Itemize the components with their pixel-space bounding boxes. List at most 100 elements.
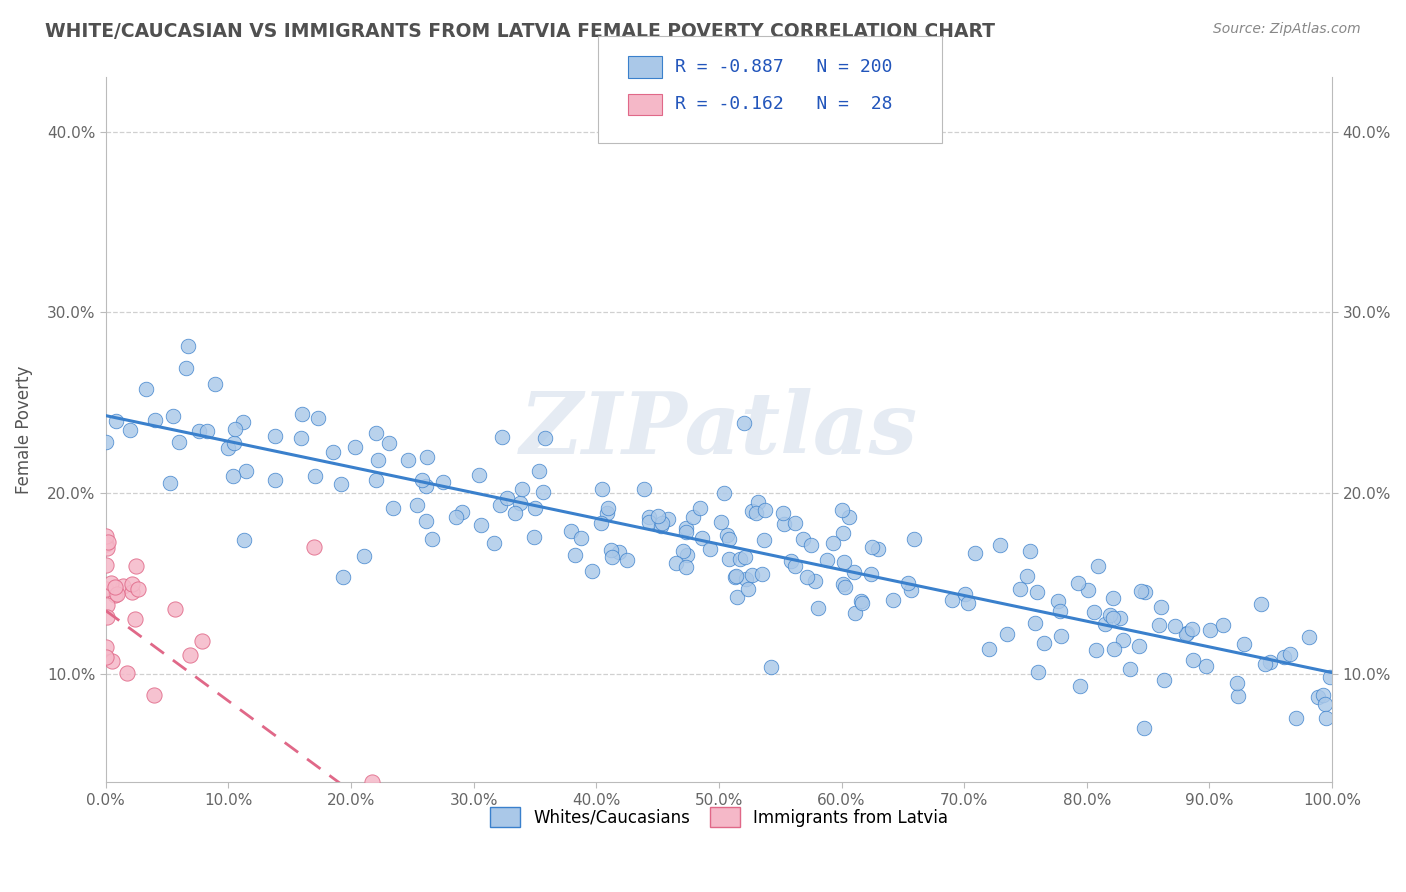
Point (1067, 576, 1090, 591)
Legend: Whites/Caucasians, Immigrants from Latvia: Whites/Caucasians, Immigrants from Latvi… (484, 800, 955, 834)
Point (96, 598, 118, 612)
Point (135, 382, 157, 396)
Point (831, 502, 853, 516)
Point (717, 532, 740, 546)
Point (591, 516, 613, 530)
Point (420, 533, 443, 547)
Point (741, 504, 763, 518)
Point (1149, 618, 1171, 632)
Point (121, 577, 143, 591)
Point (1272, 649, 1295, 664)
Point (1026, 585, 1049, 599)
Point (849, 593, 872, 607)
Y-axis label: Female Poverty: Female Poverty (15, 366, 32, 494)
Point (162, 409, 184, 423)
Point (725, 590, 748, 604)
Point (1109, 611, 1132, 625)
Point (1083, 605, 1105, 619)
Point (1254, 657, 1277, 672)
Point (637, 516, 659, 530)
Point (235, 464, 257, 478)
Point (290, 431, 312, 445)
Point (1199, 623, 1222, 637)
Point (676, 549, 699, 563)
Point (581, 564, 603, 578)
Point (411, 473, 433, 487)
Point (834, 580, 856, 594)
Point (527, 464, 550, 478)
Point (367, 453, 389, 467)
Point (1049, 604, 1071, 618)
Point (195, 424, 218, 438)
Point (232, 415, 254, 429)
Point (957, 596, 980, 610)
Point (495, 491, 517, 505)
Point (815, 553, 838, 567)
Point (868, 542, 890, 557)
Point (1226, 676, 1249, 690)
Point (903, 533, 925, 547)
Point (1278, 647, 1301, 661)
Point (1119, 662, 1142, 676)
Point (607, 545, 630, 559)
Point (730, 551, 752, 566)
Point (217, 441, 239, 455)
Point (264, 473, 287, 487)
Point (710, 515, 733, 529)
Point (1050, 629, 1073, 643)
Point (127, 582, 149, 596)
Point (1069, 679, 1091, 693)
Point (159, 476, 181, 491)
Point (482, 536, 505, 550)
Point (675, 560, 697, 574)
Point (1312, 688, 1334, 702)
Point (1101, 611, 1123, 625)
Point (569, 531, 592, 545)
Point (107, 587, 129, 601)
Point (330, 477, 353, 491)
Point (96, 582, 118, 597)
Point (564, 549, 586, 563)
Text: Source: ZipAtlas.com: Source: ZipAtlas.com (1213, 22, 1361, 37)
Point (1319, 670, 1341, 684)
Point (104, 580, 127, 594)
Point (832, 525, 855, 540)
Point (120, 423, 142, 437)
Point (1015, 569, 1038, 583)
Point (860, 566, 883, 581)
Point (717, 552, 740, 566)
Point (851, 595, 873, 609)
Point (97, 535, 120, 549)
Point (754, 533, 776, 547)
Point (415, 479, 437, 493)
Point (733, 416, 755, 430)
Point (792, 533, 814, 547)
Point (675, 521, 697, 535)
Point (772, 506, 794, 520)
Point (744, 506, 766, 520)
Point (1033, 636, 1056, 650)
Point (117, 665, 139, 680)
Point (1019, 543, 1042, 558)
Point (1181, 622, 1204, 636)
Point (1212, 617, 1234, 632)
Point (96, 558, 118, 572)
Point (1026, 665, 1049, 679)
Point (307, 411, 329, 425)
Point (378, 436, 401, 450)
Point (470, 518, 492, 533)
Point (800, 537, 823, 551)
Point (600, 542, 623, 557)
Point (796, 569, 818, 583)
Point (821, 536, 844, 550)
Point (1098, 607, 1121, 622)
Point (222, 436, 245, 450)
Point (672, 544, 695, 558)
Point (366, 425, 388, 440)
Point (143, 689, 166, 703)
Point (735, 572, 758, 586)
Point (450, 505, 472, 519)
Point (772, 517, 794, 532)
Point (96, 610, 118, 624)
Point (1153, 673, 1175, 687)
